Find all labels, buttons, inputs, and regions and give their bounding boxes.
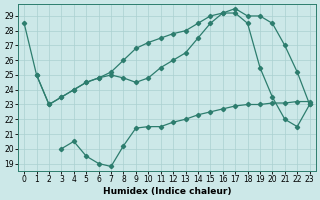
X-axis label: Humidex (Indice chaleur): Humidex (Indice chaleur) — [103, 187, 231, 196]
